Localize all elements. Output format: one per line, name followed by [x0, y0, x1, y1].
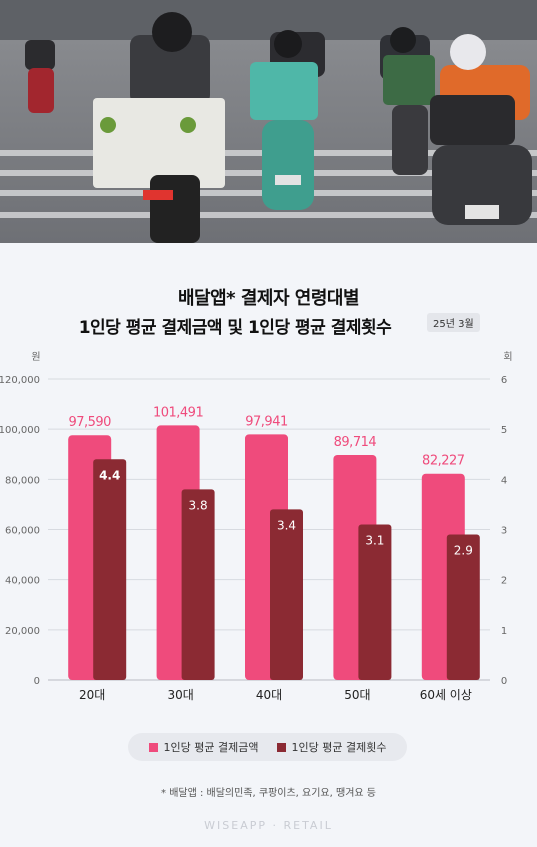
- category-label: 20대: [79, 688, 105, 702]
- right-tick-label: 3: [501, 526, 507, 537]
- data-label-amount: 82,227: [422, 454, 465, 469]
- category-label: 40대: [256, 688, 282, 702]
- right-tick-label: 6: [501, 375, 507, 386]
- right-tick-label: 1: [501, 626, 507, 637]
- brand-watermark: WISEAPP · RETAIL: [204, 819, 333, 832]
- chart-title-line2: 1인당 평균 결제금액 및 1인당 평균 결제횟수: [78, 318, 392, 338]
- legend-swatch-amount: [148, 742, 158, 752]
- date-badge: 25년 3월: [427, 313, 480, 332]
- footnote: * 배달앱 : 배달의민족, 쿠팡이츠, 요기요, 땡겨요 등: [161, 788, 376, 799]
- bar-count: [181, 489, 215, 680]
- right-tick-label: 0: [501, 676, 507, 687]
- right-tick-label: 2: [501, 576, 507, 587]
- left-tick-label: 100,000: [0, 425, 40, 436]
- legend-swatch-count: [276, 742, 286, 752]
- left-tick-label: 0: [34, 676, 40, 687]
- bar-count: [270, 509, 303, 680]
- data-label-count: 3.1: [365, 533, 384, 547]
- left-tick-label: 60,000: [5, 526, 40, 537]
- bar-count: [446, 534, 480, 680]
- legend-item-amount: 1인당 평균 결제금액: [148, 739, 259, 755]
- bar-count: [93, 459, 127, 680]
- category-label: 30대: [167, 688, 193, 702]
- category-label: 50대: [344, 688, 370, 702]
- bar-chart: 원 회 0 20,000 40,000 60,000 80,000 100,000 120,00…: [0, 351, 513, 702]
- data-label-amount: 89,714: [334, 435, 377, 450]
- street-photo: [0, 0, 537, 243]
- legend-label-count: 1인당 평균 결제횟수: [291, 741, 387, 754]
- data-label-count: 3.8: [189, 498, 208, 512]
- bar-count: [358, 524, 392, 680]
- chart-title-line1: 배달앱* 결제자 연령대별: [177, 288, 360, 309]
- data-label-count: 4.4: [99, 468, 120, 482]
- legend-label-amount: 1인당 평균 결제금액: [163, 741, 259, 754]
- category-label: 60세 이상: [420, 688, 472, 702]
- chart-legend: 1인당 평균 결제금액 1인당 평균 결제횟수: [128, 733, 407, 761]
- data-label-amount: 101,491: [153, 405, 203, 420]
- right-tick-label: 4: [501, 475, 507, 486]
- left-tick-label: 40,000: [5, 576, 40, 587]
- legend-item-count: 1인당 평균 결제횟수: [276, 739, 387, 755]
- left-tick-label: 20,000: [5, 626, 40, 637]
- data-label-amount: 97,590: [68, 415, 111, 430]
- left-tick-label: 80,000: [5, 475, 40, 486]
- data-label-count: 3.4: [277, 518, 296, 532]
- right-axis-unit: 회: [503, 351, 512, 363]
- right-tick-label: 5: [501, 425, 507, 436]
- left-tick-label: 120,000: [0, 375, 40, 386]
- data-label-amount: 97,941: [245, 414, 288, 429]
- data-label-count: 2.9: [454, 544, 473, 558]
- left-axis-unit: 원: [31, 351, 40, 363]
